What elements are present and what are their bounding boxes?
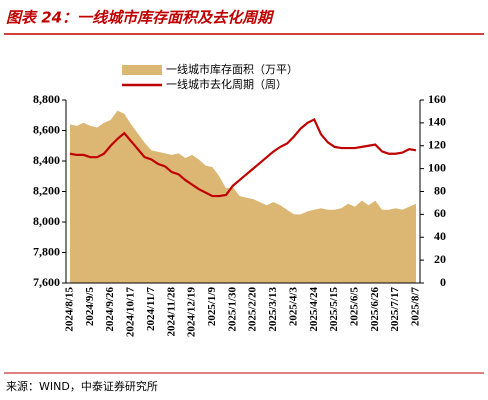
chart-title: 图表 24：一线城市库存面积及去化周期 [6, 9, 275, 27]
y-tick-label: 8,400 [33, 153, 60, 167]
x-tick-label: 2025/5/15 [328, 287, 340, 332]
y-tick-label: 7,600 [33, 275, 60, 289]
x-tick-label: 2025/8/7 [410, 287, 422, 327]
x-tick-label: 2024/9/5 [84, 287, 96, 327]
legend-swatch [122, 65, 162, 75]
area [70, 110, 416, 283]
legend-label: 一线城市去化周期（周） [166, 77, 287, 91]
x-tick-label: 2025/6/26 [369, 287, 381, 332]
y2-tick-label: 20 [434, 252, 446, 266]
y2-tick-label: 0 [440, 275, 446, 289]
y2-tick-label: 80 [434, 183, 446, 197]
y2-tick-label: 140 [428, 115, 446, 129]
x-tick-label: 2025/2/20 [247, 287, 259, 332]
y-tick-label: 8,800 [33, 92, 60, 106]
y-tick-label: 8,600 [33, 122, 60, 136]
x-tick-label: 2025/6/5 [348, 287, 360, 327]
x-tick-label: 2025/4/24 [308, 287, 320, 332]
x-tick-label: 2024/12/19 [186, 287, 198, 338]
y2-tick-label: 60 [434, 206, 446, 220]
x-tick-label: 2025/4/3 [287, 287, 299, 327]
x-tick-label: 2025/1/30 [226, 287, 238, 332]
x-tick-label: 2024/10/17 [125, 287, 137, 338]
x-tick-label: 2025/3/13 [267, 287, 279, 332]
x-tick-label: 2024/11/7 [145, 287, 157, 332]
y2-tick-label: 160 [428, 92, 446, 106]
legend-label: 一线城市库存面积（万平） [166, 62, 298, 76]
x-tick-label: 2024/11/28 [165, 287, 177, 337]
y-tick-label: 7,800 [33, 244, 60, 258]
y2-tick-label: 100 [428, 160, 446, 174]
y2-tick-label: 40 [434, 229, 446, 243]
x-tick-label: 2024/9/26 [104, 287, 116, 332]
x-tick-label: 2024/8/15 [64, 287, 76, 332]
x-tick-label: 2025/7/17 [389, 287, 401, 332]
x-tick-label: 2025/1/9 [206, 287, 218, 327]
line [69, 117, 417, 198]
y-tick-label: 8,200 [33, 183, 60, 197]
y-tick-label: 8,000 [33, 214, 60, 228]
y2-tick-label: 120 [428, 138, 446, 152]
source: 来源：WIND，中泰证券研究所 [6, 379, 158, 393]
